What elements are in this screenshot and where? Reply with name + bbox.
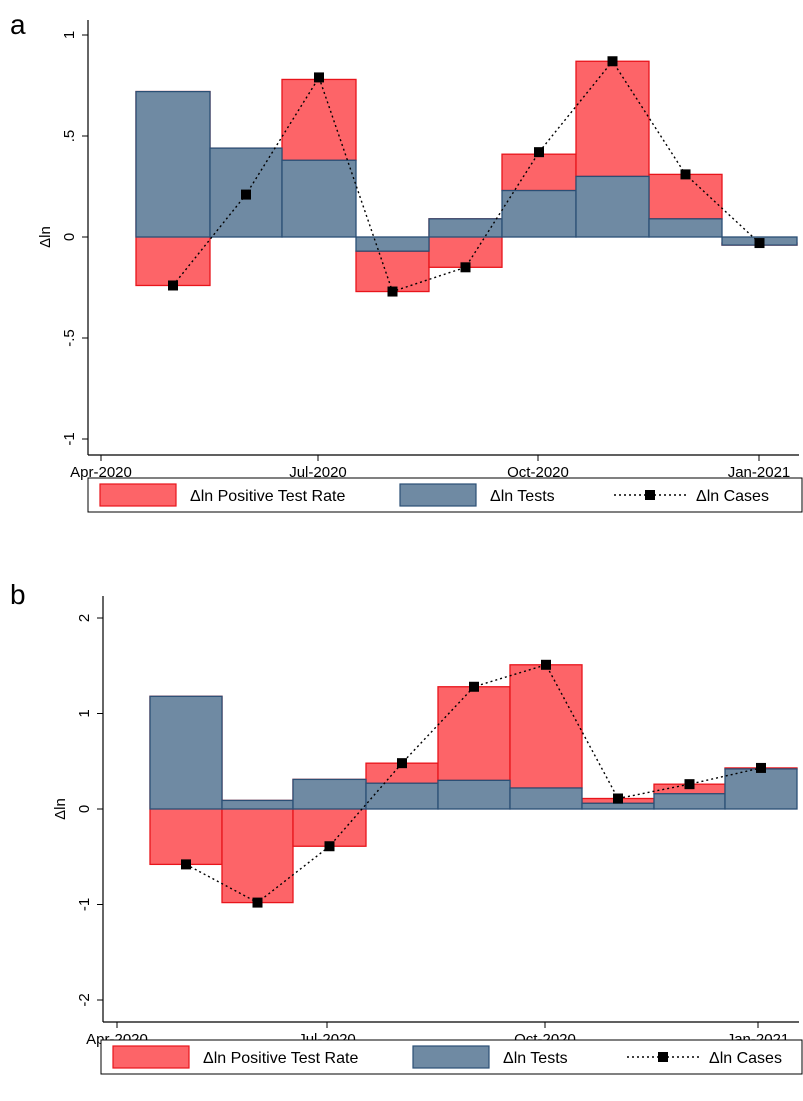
legend-label-cases: Δln Cases <box>709 1050 782 1067</box>
legend: Δln Positive Test Rate Δln Tests Δln Cases <box>87 477 803 513</box>
legend: Δln Positive Test Rate Δln Tests Δln Cases <box>100 1039 803 1075</box>
y-axis-title: Δln <box>52 798 69 820</box>
legend-swatch-positive-rate <box>112 1045 190 1069</box>
y-axis-title: Δln <box>37 226 54 248</box>
y-tick-label: -2 <box>76 993 93 1006</box>
cases-line <box>185 663 762 904</box>
positive-rate-bar <box>648 173 723 220</box>
tests-bar <box>648 218 723 238</box>
cases-marker <box>754 238 765 249</box>
cases-marker <box>397 758 407 769</box>
cases-marker <box>181 859 191 870</box>
y-tick-label: 2 <box>76 614 93 622</box>
tests-bar <box>292 778 367 810</box>
cases-marker <box>241 189 251 200</box>
positive-rate-bar <box>221 799 294 904</box>
y-tick-label: -.5 <box>61 329 78 347</box>
tests-bar <box>575 175 650 238</box>
x-tick-label: Apr-2020 <box>70 464 132 481</box>
tests-bar <box>509 787 583 810</box>
cases-marker <box>607 56 618 67</box>
x-tick-label: Jan-2021 <box>728 464 791 481</box>
tests-bar <box>724 768 798 810</box>
tests-bar <box>281 159 357 238</box>
tests-bar <box>581 802 655 810</box>
cases-marker <box>613 793 623 804</box>
tests-bar <box>135 90 211 238</box>
cases-line <box>172 60 760 293</box>
tests-bar <box>355 236 430 252</box>
y-tick-label: -1 <box>76 898 93 911</box>
cases-marker <box>387 286 398 297</box>
legend-swatch-cases-marker <box>658 1052 668 1062</box>
y-tick-label: -1 <box>61 432 78 445</box>
cases-marker <box>252 897 263 908</box>
legend-label-positive-rate: Δln Positive Test Rate <box>190 488 345 505</box>
tests-bar <box>221 799 294 810</box>
tests-bar <box>437 779 511 810</box>
positive-rate-bar <box>501 153 577 192</box>
y-tick-label: 0 <box>76 805 93 813</box>
panel-b: b210-1-2ΔlnApr-2020Jul-2020Oct-2020Jan-2… <box>10 579 803 1075</box>
panel-label: a <box>10 9 26 40</box>
tests-bar <box>501 189 577 238</box>
cases-marker <box>756 762 766 773</box>
cases-marker <box>324 841 335 852</box>
legend-swatch-positive-rate <box>99 483 177 507</box>
legend-swatch-tests <box>399 483 477 507</box>
positive-rate-bar <box>575 60 650 178</box>
positive-rate-bar <box>355 250 430 293</box>
y-tick-label: 1 <box>61 31 78 39</box>
legend-swatch-cases-marker <box>645 490 655 500</box>
x-tick-label: Oct-2020 <box>507 464 569 481</box>
x-tick-label: Jul-2020 <box>289 464 347 481</box>
cases-marker <box>534 147 544 158</box>
positive-rate-bar <box>437 686 511 782</box>
legend-label-tests: Δln Tests <box>490 488 555 505</box>
y-tick-label: .5 <box>61 130 78 143</box>
cases-marker <box>469 681 479 692</box>
positive-rate-bar <box>509 664 583 789</box>
tests-bar <box>428 218 503 238</box>
legend-label-cases: Δln Cases <box>696 488 769 505</box>
cases-marker <box>684 779 695 790</box>
positive-rate-bar <box>281 78 357 161</box>
panel-label: b <box>10 579 26 610</box>
y-tick-label: 1 <box>76 709 93 717</box>
legend-swatch-tests <box>412 1045 490 1069</box>
y-tick-label: 0 <box>61 233 78 241</box>
legend-label-positive-rate: Δln Positive Test Rate <box>203 1050 358 1067</box>
tests-bar <box>365 782 439 810</box>
tests-bar <box>149 695 223 810</box>
cases-marker <box>460 262 471 273</box>
cases-marker <box>541 659 551 670</box>
tests-bar <box>653 793 726 810</box>
panel-a: a 1 .5 0 -.5 -1 Δln Apr-2020 Jul-2020 Oct-2020 Jan… <box>10 9 803 513</box>
cases-marker <box>168 280 178 291</box>
legend-label-tests: Δln Tests <box>503 1050 568 1067</box>
cases-marker <box>680 169 691 180</box>
cases-marker <box>314 72 324 83</box>
